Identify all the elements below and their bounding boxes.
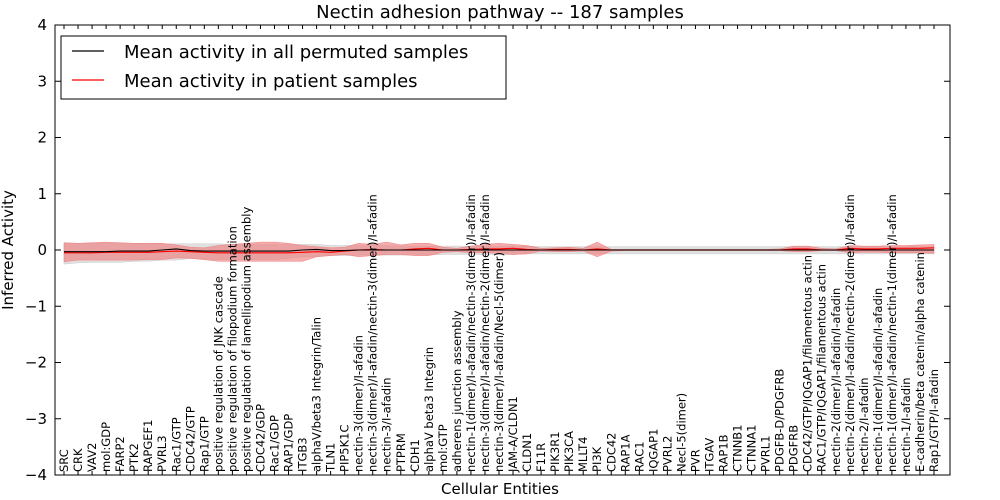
x-tick-label: JAM-A/CLDN1: [506, 396, 520, 473]
x-tick-label: mol:GTP: [436, 424, 450, 472]
x-tick-label: RAP1A: [618, 434, 632, 472]
x-tick-label: SRC: [57, 449, 71, 472]
x-tick-label: nectin-2/I-afadin: [857, 377, 871, 472]
x-tick-label: adherens junction assembly: [450, 310, 464, 472]
y-tick-label: 4: [37, 16, 47, 34]
x-tick-label: F11R: [534, 443, 548, 472]
series-line-patient: [64, 247, 935, 254]
y-tick-label: 3: [37, 72, 47, 90]
x-tick-label: CLDN1: [520, 433, 534, 472]
x-tick-label: Rac1/GTP: [169, 417, 183, 472]
x-tick-label: TLN1: [324, 443, 338, 473]
y-tick-label: 1: [37, 185, 47, 203]
x-tick-label: nectin-3(dimer)/I-afadin/nectin-2(dimer)…: [478, 194, 492, 472]
x-tick-label: positive regulation of lamellipodium ass…: [239, 207, 253, 472]
x-tick-label: alphaV beta3 Integrin: [422, 347, 436, 472]
y-tick-label: −2: [25, 354, 47, 372]
x-tick-label: CTNNB1: [731, 424, 745, 471]
x-tick-label: nectin-1(dimer)/I-afadin/I-afadin: [871, 288, 885, 472]
x-tick-label: IQGAP1: [646, 429, 660, 472]
x-tick-label: CDH1: [408, 439, 422, 472]
y-axis-title: Inferred Activity: [0, 190, 17, 310]
x-tick-label: PDGFB-D/PDGFRB: [773, 369, 787, 472]
x-tick-label: RAC1/GTP/IQGAP1/filamentous actin: [815, 264, 829, 472]
x-tick-label: nectin-3(dimer)/I-afadin/Necl-5(dimer): [492, 252, 506, 472]
x-tick-label: Rac1/GDP: [268, 415, 282, 472]
x-tick-label: RAC1: [632, 441, 646, 472]
x-tick-label: PI3K: [590, 446, 604, 472]
x-tick-label: CDC42/GTP/IQGAP1/filamentous actin: [801, 255, 815, 472]
y-tick-label: 0: [37, 241, 47, 259]
y-tick-label: 2: [37, 129, 47, 147]
x-tick-label: FARP2: [113, 436, 127, 472]
x-tick-label: PTPRM: [394, 433, 408, 472]
x-tick-label: nectin-1(dimer)/I-afadin/nectin-1(dimer)…: [885, 194, 899, 472]
x-tick-label: nectin-3(dimer)/I-afadin: [352, 335, 366, 472]
x-tick-label: RAP1/GDP: [282, 414, 296, 472]
x-tick-label: mol:GDP: [99, 422, 113, 472]
x-tick-label: PVRL1: [759, 435, 773, 472]
y-tick-label: −3: [25, 410, 47, 428]
x-tick-label: alphaV/beta3 Integrin/Talin: [310, 317, 324, 472]
x-tick-label: PIK3CA: [562, 431, 576, 472]
x-tick-label: PIK3R1: [548, 431, 562, 472]
legend-label-permuted: Mean activity in all permuted samples: [124, 42, 468, 63]
x-tick-label: nectin-2(dimer)/I-afadin/nectin-2(dimer)…: [843, 194, 857, 472]
legend: Mean activity in all permuted samples Me…: [60, 35, 507, 100]
y-tick-label: −4: [25, 466, 47, 484]
x-tick-label: nectin-2(dimer)/I-afadin/I-afadin: [829, 288, 843, 472]
x-tick-label: PDGFRB: [787, 425, 801, 472]
x-tick-label: PVRL2: [660, 435, 674, 472]
y-tick-label: −1: [25, 297, 47, 315]
plot-area: SRC CRK VAV2 mol:GDP FARP2 PTK2 RAPGEF1 PVRL3 Ra…: [54, 24, 951, 476]
x-tick-label: CDC42: [604, 432, 618, 472]
band-patient: [63, 241, 935, 263]
x-axis-title: Cellular Entities: [441, 480, 559, 498]
x-tick-labels: SRC CRK VAV2 mol:GDP FARP2 PTK2 RAPGEF1 PVRL3 Ra…: [57, 25, 941, 475]
x-tick-label: ITGAV: [703, 438, 717, 472]
x-tick-label: Necl-5(dimer): [674, 393, 688, 472]
x-tick-label: ITGB3: [296, 437, 310, 472]
x-tick-label: nectin-3(dimer)/I-afadin/nectin-3(dimer)…: [366, 194, 380, 472]
x-tick-label: CDC42/GDP: [254, 404, 268, 472]
x-tick-label: nectin-3/I-afadin: [380, 377, 394, 472]
x-tick-label: PIP5K1C: [338, 424, 352, 471]
legend-label-patient: Mean activity in patient samples: [124, 71, 418, 92]
chart-title: Nectin adhesion pathway -- 187 samples: [316, 2, 684, 23]
x-tick-label: E-cadherin/beta catenin/alpha catenin: [913, 252, 927, 472]
x-tick-label: CDC42/GTP: [183, 406, 197, 472]
x-tick-label: PVRL3: [155, 435, 169, 472]
spread-bands: [63, 241, 935, 265]
x-tick-label: PTK2: [127, 443, 141, 472]
x-tick-label: CTNNA1: [745, 425, 759, 472]
x-tick-label: nectin-1(dimer)/I-afadin/nectin-3(dimer)…: [464, 194, 478, 472]
x-tick-label: RAPGEF1: [141, 420, 155, 472]
y-axis: −4 −3 −2 −1 0 1 2 3 4: [25, 16, 950, 484]
x-tick-label: positive regulation of JNK cascade: [211, 276, 225, 472]
x-tick-label: positive regulation of filopodium format…: [225, 226, 239, 472]
x-tick-label: RAP1B: [717, 434, 731, 472]
x-tick-label: VAV2: [85, 443, 99, 472]
x-tick-label: CRK: [71, 448, 85, 472]
series-lines: [64, 247, 935, 254]
x-tick-label: MLLT4: [576, 437, 590, 473]
x-tick-label: nectin-1/I-afadin: [899, 377, 913, 472]
x-tick-label: Rap1/GTP: [197, 416, 211, 472]
series-line-permuted: [64, 248, 934, 253]
legend-box: [60, 35, 507, 100]
x-tick-label: PVR: [689, 449, 703, 472]
x-tick-label: Rap1/GTP/I-afadin: [927, 369, 941, 472]
